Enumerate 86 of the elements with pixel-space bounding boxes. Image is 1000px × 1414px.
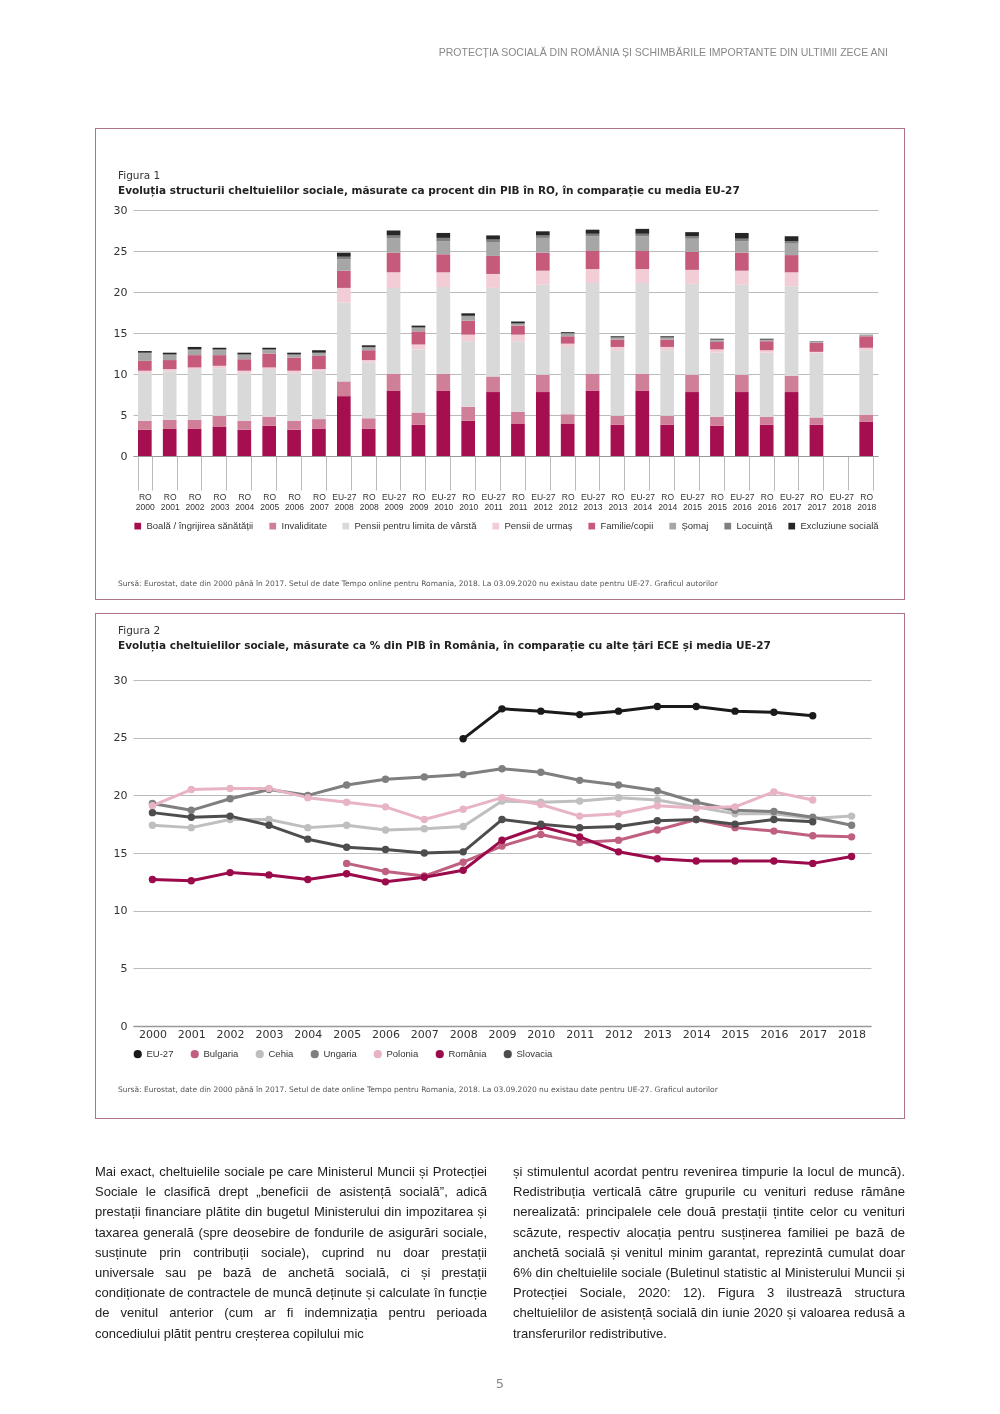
x-tick-label: RO 2016: [757, 491, 777, 512]
y-tick-label: 5: [120, 408, 128, 422]
x-tick-label: RO 2005: [260, 491, 280, 512]
x-tick-label: 2012: [605, 1027, 634, 1041]
x-tick-label: RO 2001: [160, 491, 180, 512]
legend-label: Șomaj: [681, 520, 709, 532]
legend-label: Invaliditate: [281, 520, 327, 532]
x-tick-label: RO 2000: [135, 491, 156, 512]
y-tick-label: 15: [113, 326, 128, 340]
x-tick-label: RO 2007: [309, 491, 330, 512]
x-tick-label: RO 2015: [707, 491, 728, 512]
x-tick-label: 2000: [138, 1027, 167, 1041]
x-tick-label: RO 2010: [459, 491, 479, 512]
x-tick-label: EU-27 2012: [531, 491, 556, 512]
x-tick-label: 2007: [410, 1027, 439, 1041]
x-tick-label: 2009: [488, 1027, 517, 1041]
y-tick-label: 25: [113, 244, 128, 258]
legend-label: Familie/copii: [600, 520, 654, 532]
x-tick-label: RO 2013: [608, 491, 628, 512]
chart-title: Figura 2: [118, 624, 161, 636]
x-tick-label: RO 2011: [509, 491, 528, 512]
x-tick-label: EU-27 2017: [780, 491, 805, 512]
legend-label: Slovacia: [516, 1048, 554, 1060]
x-tick-label: 2018: [838, 1027, 867, 1041]
legend-label: Excluziune socială: [800, 520, 880, 532]
x-tick-label: RO 2012: [558, 491, 578, 512]
y-tick-label: 25: [113, 731, 128, 745]
x-tick-label: 2005: [333, 1027, 362, 1041]
text: Mai exact, cheltuielile sociale pe care Ministerul Muncii și Protecției Sociale le clasifică drept „beneficii de asistență socială”, adică prestații financiare plătite din bugetul Ministerului din impozitarea și taxarea generală (spre deosebire de fondurile de asigurări sociale, susținute prin contribuții sociale), cuprind nu doar prestații universale sau pe bază de anchetă socială, ci și prestații condiționate de contractele de muncă deținute și calculate în funcție de venitul anterior (cum ar fi indemnizația pentru perioada concediului plătit pentru creșterea copilului mic: [95, 1164, 487, 1341]
legend-label: Cehia: [268, 1048, 295, 1060]
x-tick-label: 2006: [371, 1027, 400, 1041]
x-tick-label: RO 2006: [285, 491, 305, 512]
y-tick-label: 30: [113, 203, 128, 217]
text: 5: [494, 1376, 506, 1391]
x-tick-label: RO 2008: [359, 491, 379, 512]
legend-label: Locuință: [736, 520, 774, 532]
x-tick-label: EU-27 2010: [431, 491, 457, 512]
x-tick-label: 2004: [294, 1027, 323, 1041]
x-tick-label: 2017: [799, 1027, 828, 1041]
x-tick-label: 2014: [682, 1027, 711, 1041]
legend-label: Boală / îngrijirea sănătății: [146, 520, 254, 532]
legend-label: Polonia: [386, 1048, 419, 1060]
y-tick-label: 5: [120, 961, 128, 975]
x-tick-label: 2013: [643, 1027, 672, 1041]
x-tick-label: EU-27 2009: [382, 491, 407, 512]
x-tick-label: RO 2017: [807, 491, 827, 512]
x-tick-label: EU-27 2011: [481, 491, 506, 512]
x-tick-label: EU-27 2015: [680, 491, 705, 512]
x-tick-label: EU-27 2016: [730, 491, 755, 512]
x-tick-label: 2002: [216, 1027, 245, 1041]
x-tick-label: RO 2018: [857, 491, 877, 512]
legend-label: EU-27: [146, 1048, 174, 1060]
x-tick-label: EU-27 2014: [630, 491, 656, 512]
y-tick-label: 10: [113, 367, 128, 381]
x-tick-label: RO 2003: [210, 491, 230, 512]
x-tick-label: EU-27 2018: [829, 491, 855, 512]
x-tick-label: 2003: [255, 1027, 284, 1041]
text: și stimulentul acordat pentru revenirea timpurie la locul de muncă). Redistribuția verticală către grupurile cu venituri reduse rămâne nerealizată: principalele cele două prestații țintite celor cu venituri scăzute, respectiv alocația pentru susținerea familiei pe bază de anchetă socială și venitul minim garantat, reprezintă cumulat doar 6% din cheltuielile sociale (Buletinul statistic al Ministerului Muncii și Protecției Sociale, 2020: 12). Figura 3 ilustrează structura cheltuielilor de asistență socială din iunie 2020 și valoarea redusă a transferurilor redistributive.: [513, 1164, 905, 1341]
x-tick-label: EU-27 2013: [581, 491, 606, 512]
y-tick-label: 15: [113, 846, 128, 860]
x-tick-label: 2010: [527, 1027, 556, 1041]
x-tick-label: 2016: [760, 1027, 789, 1041]
chart-subtitle: Evoluția cheltuielilor sociale, măsurate ca % din PIB în România, în comparație cu alte țări ECE și media UE-27: [118, 639, 771, 651]
x-tick-label: 2015: [721, 1027, 750, 1041]
y-tick-label: 30: [113, 673, 128, 687]
y-tick-label: 20: [113, 788, 128, 802]
x-tick-label: RO 2014: [658, 491, 678, 512]
legend-label: Ungaria: [323, 1048, 358, 1060]
y-tick-label: 20: [113, 285, 128, 299]
chart-title: Figura 1: [118, 169, 161, 181]
x-tick-label: 2011: [566, 1027, 595, 1041]
x-tick-label: RO 2009: [409, 491, 429, 512]
x-tick-label: RO 2004: [235, 491, 255, 512]
y-tick-label: 0: [120, 449, 128, 463]
legend-label: România: [448, 1048, 488, 1060]
legend-label: Pensii pentru limita de vârstă: [354, 520, 478, 532]
text: PROTECȚIA SOCIALĂ DIN ROMÂNIA ȘI SCHIMBĂRILE IMPORTANTE DIN ULTIMII ZECE ANI: [438, 46, 888, 58]
chart-subtitle: Evoluția structurii cheltuielilor sociale, măsurate ca procent din PIB în RO, în comparație cu media EU-27: [118, 184, 740, 196]
x-tick-label: 2001: [177, 1027, 206, 1041]
x-tick-label: RO 2002: [185, 491, 205, 512]
legend-label: Bulgaria: [203, 1048, 240, 1060]
y-tick-label: 10: [113, 904, 128, 918]
y-tick-label: 0: [120, 1019, 128, 1033]
x-tick-label: 2008: [449, 1027, 478, 1041]
x-tick-label: EU-27 2008: [332, 491, 357, 512]
legend-label: Pensii de urmaș: [504, 520, 573, 532]
